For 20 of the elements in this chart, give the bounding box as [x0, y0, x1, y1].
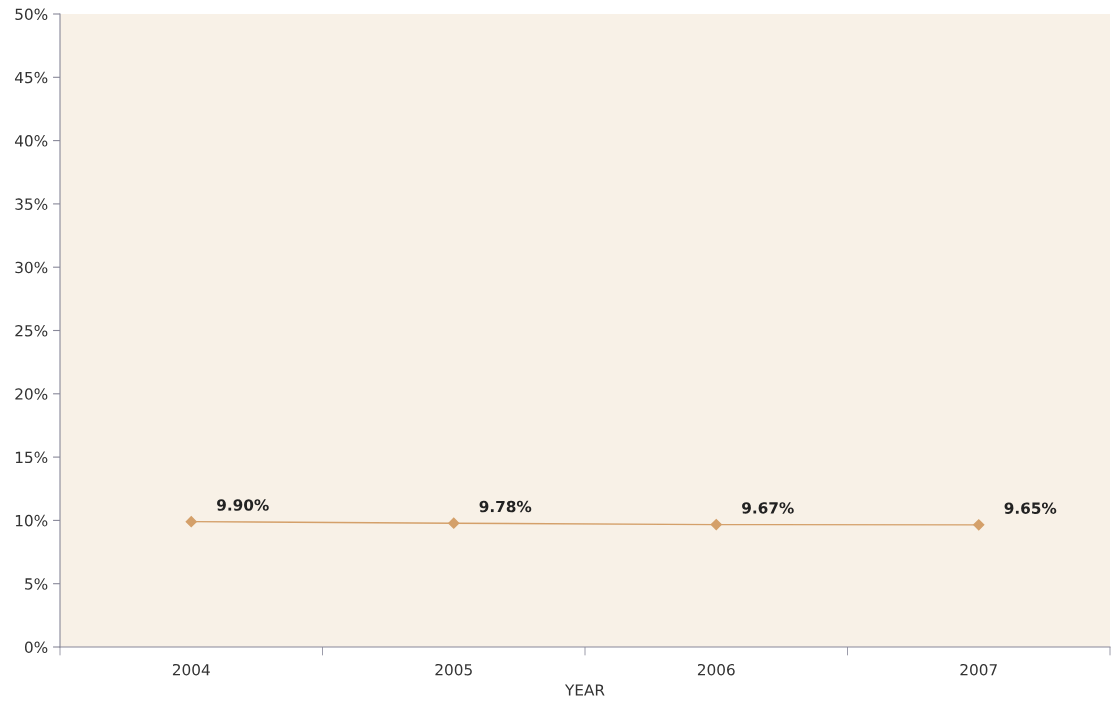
y-tick-label: 25% — [15, 324, 48, 337]
y-tick-label: 35% — [15, 198, 48, 210]
y-tick-label: 15% — [15, 451, 48, 464]
x-tick-label: 2004 — [172, 663, 210, 676]
y-tick-label: 50% — [15, 8, 48, 21]
y-tick-label: 10% — [15, 514, 48, 527]
y-tick-label: 40% — [14, 135, 48, 147]
y-tick-label: 5% — [25, 578, 48, 590]
data-label: 9.67% — [742, 502, 794, 514]
data-label: 9.90% — [217, 499, 269, 511]
x-tick-label: 2006 — [697, 663, 735, 676]
y-tick-label: 45% — [14, 71, 48, 84]
x-tick-label: 2007 — [960, 663, 997, 676]
x-tick-label: 2005 — [435, 663, 472, 676]
x-axis-title: YEAR — [564, 684, 605, 696]
y-tick-label: 30% — [15, 261, 48, 274]
y-tick-label: 0% — [24, 641, 48, 654]
data-label: 9.78% — [479, 500, 532, 513]
y-tick-label: 20% — [15, 388, 48, 400]
data-label: 9.65% — [1004, 502, 1057, 514]
